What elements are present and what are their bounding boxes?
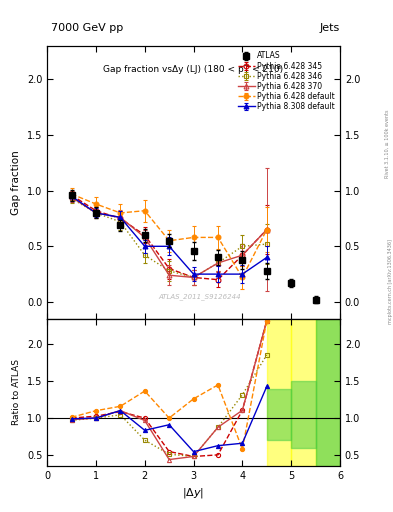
Bar xyxy=(267,389,291,440)
Text: mcplots.cern.ch [arXiv:1306.3436]: mcplots.cern.ch [arXiv:1306.3436] xyxy=(387,239,393,324)
Text: Jets: Jets xyxy=(320,23,340,33)
Bar xyxy=(316,318,340,466)
Text: 7000 GeV pp: 7000 GeV pp xyxy=(51,23,123,33)
Legend: ATLAS, Pythia 6.428 345, Pythia 6.428 346, Pythia 6.428 370, Pythia 6.428 defaul: ATLAS, Pythia 6.428 345, Pythia 6.428 34… xyxy=(236,50,336,113)
Text: Gap fraction vsΔy (LJ) (180 < pT < 210): Gap fraction vsΔy (LJ) (180 < pT < 210) xyxy=(103,65,284,74)
X-axis label: $|\Delta y|$: $|\Delta y|$ xyxy=(182,486,205,500)
Y-axis label: Gap fraction: Gap fraction xyxy=(11,150,21,215)
Bar xyxy=(316,318,340,466)
Y-axis label: Ratio to ATLAS: Ratio to ATLAS xyxy=(12,359,21,425)
Bar xyxy=(267,318,291,466)
Text: ATLAS_2011_S9126244: ATLAS_2011_S9126244 xyxy=(158,293,241,300)
Bar xyxy=(291,318,316,466)
Bar xyxy=(291,381,316,447)
Text: Rivet 3.1.10, ≥ 100k events: Rivet 3.1.10, ≥ 100k events xyxy=(385,109,390,178)
